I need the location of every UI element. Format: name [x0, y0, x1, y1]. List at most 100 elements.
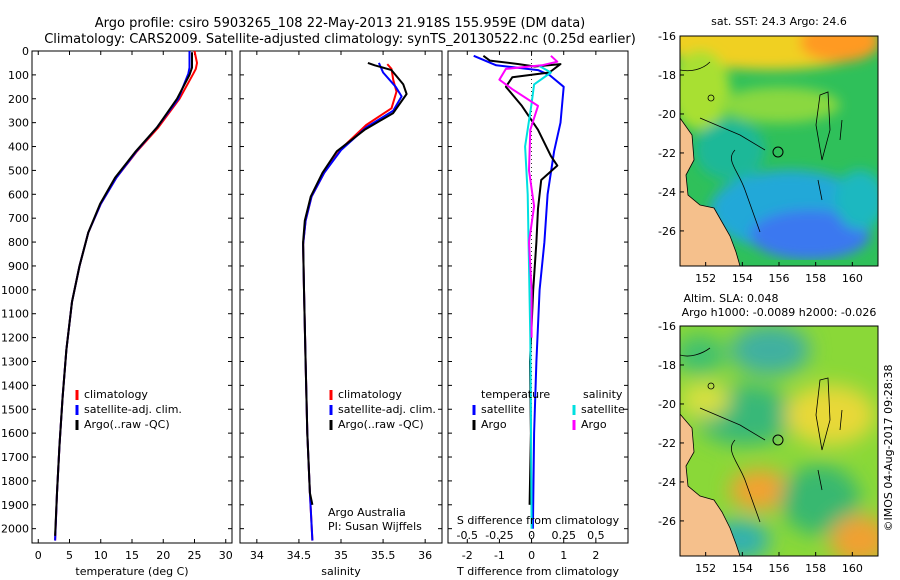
salinity-profile-legend-label: satellite-adj. clim.	[338, 403, 436, 416]
difference-s-tick-label: -0.25	[485, 529, 513, 542]
salinity-profile-series-argo-raw-qc-	[302, 61, 408, 506]
sla-contour-dot	[707, 382, 715, 390]
sst-map-ytick-label: -16	[658, 30, 676, 43]
sla-high-patch-4	[830, 515, 878, 556]
depth-tick-label: 1900	[1, 499, 29, 512]
temperature-profile-xlabel: temperature (deg C)	[75, 565, 188, 578]
sst-map: sat. SST: 24.3 Argo: 24.6 152 154 156 158 16…	[658, 15, 879, 285]
sst-map-ytick-label: -18	[658, 69, 676, 82]
depth-tick-label: 1500	[1, 403, 29, 416]
difference-profile-series-salinity-satellite	[524, 64, 552, 529]
figure-title-line2: Climatology: CARS2009. Satellite-adjuste…	[44, 32, 636, 47]
sla-map-ytick-label: -18	[658, 359, 676, 372]
salinity-panel: 34 34.5 35 35.5 36 salinity climatology satelli…	[239, 50, 443, 578]
legend-salinity-title: salinity	[583, 388, 623, 401]
temperature-profile-legend-label: satellite-adj. clim.	[84, 403, 182, 416]
depth-tick-label: 500	[8, 164, 29, 177]
depth-tick-label: 1700	[1, 451, 29, 464]
sla-map-ytick-label: -20	[658, 398, 676, 411]
depth-tick-label: 400	[8, 141, 29, 154]
depth-tick-label: 800	[8, 236, 29, 249]
salinity-profile-xtick-label: 35.5	[371, 549, 396, 562]
depth-tick-label: 1300	[1, 355, 29, 368]
sst-map-title: sat. SST: 24.3 Argo: 24.6	[711, 15, 847, 28]
difference-profile-series-temperature-argo	[482, 54, 562, 505]
difference-legend-label: Argo	[481, 418, 507, 431]
depth-tick-label: 1800	[1, 475, 29, 488]
salinity-profile-xtick-label: 36	[418, 549, 432, 562]
depth-tick-label: 1200	[1, 332, 29, 345]
salinity-profile-xtick-label: 35	[334, 549, 348, 562]
sla-low-patch-1	[730, 326, 810, 375]
depth-tick-label: 1400	[1, 379, 29, 392]
sst-map-xtick-label: 156	[769, 272, 790, 285]
sla-map-xtick-label: 156	[769, 562, 790, 575]
salinity-profile-xtick-label: 34	[250, 549, 264, 562]
depth-tick-label: 1000	[1, 284, 29, 297]
salinity-profile-xtick-label: 34.5	[287, 549, 312, 562]
difference-s-tick-label: 0.25	[551, 529, 576, 542]
sla-map-ytick-label: -26	[658, 515, 676, 528]
credit-text: Argo Australia	[328, 506, 406, 519]
sst-map-xtick-label: 158	[805, 272, 826, 285]
difference-profile-series-temperature-satellite	[473, 54, 565, 529]
depth-tick-label: 300	[8, 117, 29, 130]
sla-map-xtick-label: 154	[732, 562, 753, 575]
imos-watermark: ©IMOS 04-Aug-2017 09:28:38	[882, 365, 895, 532]
difference-legend-label: Argo	[581, 418, 607, 431]
sla-map-subtitle: Argo h1000: -0.0089 h2000: -0.026	[682, 306, 877, 319]
sla-reef-contours	[680, 347, 843, 523]
depth-tick-label: 1100	[1, 308, 29, 321]
sst-reef-contours	[680, 61, 843, 233]
difference-legend-label: satellite	[481, 403, 525, 416]
figure-title-line1: Argo profile: csiro 5903265_108 22-May-2…	[95, 16, 586, 31]
temperature-profile-legend-label: climatology	[84, 388, 148, 401]
difference-profile-xtick-label: 0	[528, 549, 535, 562]
sst-map-axes: 152 154 156 158 160 -16 -18 -20 -22 -24 -26	[658, 30, 863, 285]
salinity-profile-series-satellite-adj-clim-	[302, 62, 403, 541]
difference-profile-series-salinity-argo	[498, 55, 559, 338]
salinity-profile-frame	[239, 50, 443, 544]
temperature-profile-xtick-label: 5	[66, 549, 73, 562]
sst-map-xtick-label: 154	[732, 272, 753, 285]
pi-text: PI: Susan Wijffels	[328, 520, 422, 533]
difference-s-tick-label: 0.5	[587, 529, 605, 542]
temperature-profile-xtick-label: 25	[188, 549, 202, 562]
difference-profile-xlabel: T difference from climatology	[456, 565, 619, 578]
temperature-panel: 0100200300400500600700800900100011001200…	[1, 45, 233, 578]
sla-low-patch-4	[780, 465, 860, 535]
sst-cool-patch-2	[835, 170, 878, 230]
sst-mid-band	[720, 87, 840, 123]
difference-profile-xtick-label: 1	[560, 549, 567, 562]
depth-tick-label: 0	[22, 45, 29, 58]
sst-cold-patch	[750, 210, 870, 260]
sst-map-xtick-label: 152	[695, 272, 716, 285]
sla-map-xtick-label: 158	[805, 562, 826, 575]
legend-temperature-title: temperature	[481, 388, 550, 401]
sla-high-patch-2	[680, 382, 730, 418]
salinity-profile-series-climatology	[302, 63, 398, 541]
sst-warmest-patch	[800, 36, 878, 62]
difference-profile-xtick-label: -1	[494, 549, 505, 562]
difference-legend-label: satellite	[581, 403, 625, 416]
sla-map-xtick-label: 160	[842, 562, 863, 575]
temperature-profile-series-argo-raw-qc-	[54, 52, 193, 536]
difference-profile-xtick-label: 2	[592, 549, 599, 562]
sla-map-axes: 152 154 156 158 160 -16 -18 -20 -22 -24 -26	[658, 320, 863, 575]
sla-map-xtick-label: 152	[695, 562, 716, 575]
sla-map: Altim. SLA: 0.048 Argo h1000: -0.0089 h2…	[658, 292, 879, 575]
depth-tick-label: 600	[8, 188, 29, 201]
sla-argo-marker	[772, 434, 784, 446]
sla-map-ytick-label: -22	[658, 437, 676, 450]
temperature-profile-series-climatology	[54, 50, 198, 541]
temperature-profile-xtick-label: 10	[94, 549, 108, 562]
salinity-profile-legend-label: climatology	[338, 388, 402, 401]
difference-s-tick-label: -0.5	[457, 529, 478, 542]
temperature-profile-xtick-label: 30	[219, 549, 233, 562]
temperature-profile-legend-label: Argo(..raw -QC)	[84, 418, 170, 431]
temperature-profile-xtick-label: 15	[125, 549, 139, 562]
temperature-profile-frame	[31, 50, 233, 544]
salinity-profile-xlabel: salinity	[321, 565, 361, 578]
temperature-profile-xtick-label: 20	[156, 549, 170, 562]
depth-tick-label: 2000	[1, 523, 29, 536]
